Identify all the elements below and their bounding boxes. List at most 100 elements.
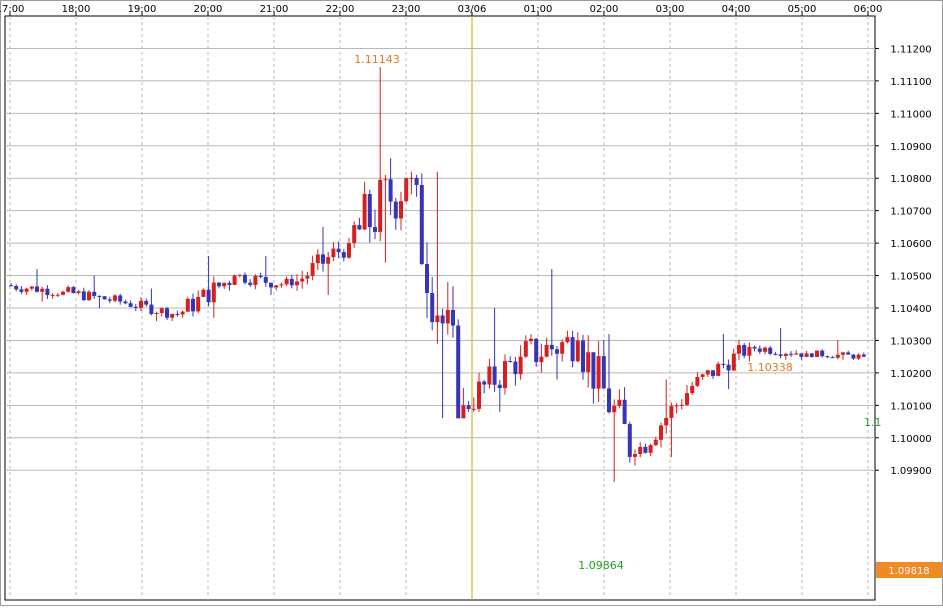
candle-body — [820, 350, 825, 357]
candle-body — [201, 289, 206, 297]
candle-body — [341, 252, 346, 258]
candle-body — [825, 356, 830, 358]
candle-body — [846, 352, 851, 355]
candle-body — [123, 301, 128, 304]
candle-body — [586, 352, 591, 373]
candle-body — [425, 264, 429, 293]
candle-body — [607, 388, 611, 413]
candle-body — [570, 337, 575, 362]
candle-body — [419, 184, 424, 265]
y-tick-label: 1.10300 — [890, 336, 931, 347]
candle-body — [191, 298, 195, 312]
candle-body — [757, 348, 762, 352]
candle-body — [471, 408, 476, 410]
candle-body — [841, 352, 845, 355]
candle-body — [24, 288, 29, 292]
candle-body — [14, 285, 19, 290]
candle-body — [612, 405, 617, 413]
x-tick-label: 03:00 — [656, 4, 685, 15]
candle-body — [456, 325, 461, 419]
y-tick-label: 1.09900 — [890, 466, 931, 477]
x-tick-label: 23:00 — [392, 4, 421, 15]
candle-body — [503, 361, 507, 389]
candle-body — [305, 275, 310, 279]
candle-body — [185, 298, 190, 312]
candle-body — [383, 179, 388, 181]
candle-body — [331, 248, 336, 258]
candle-body — [747, 346, 752, 356]
candle-body — [679, 404, 684, 406]
candle-body — [523, 341, 528, 357]
candle-body — [773, 353, 778, 355]
candle-body — [445, 310, 450, 324]
candle-body — [435, 315, 440, 323]
candle-body — [295, 281, 299, 286]
candle-body — [55, 294, 60, 296]
x-tick-label: 21:00 — [260, 4, 289, 15]
candle-body — [461, 405, 466, 419]
candle-body — [674, 405, 679, 407]
candle-body — [284, 278, 289, 285]
right-partial-annotation: 1.1 — [864, 416, 882, 429]
candle-body — [565, 337, 570, 343]
candle-body — [659, 425, 663, 440]
candle-body — [440, 315, 445, 324]
candle-body — [222, 282, 227, 287]
current-price-label: 1.09818 — [888, 566, 929, 577]
candle-body — [165, 308, 169, 318]
candle-body — [237, 274, 242, 276]
candle-body — [373, 227, 377, 232]
candle-body — [170, 313, 175, 318]
candle-body — [35, 286, 39, 292]
x-tick-label: 03/06 — [458, 4, 487, 15]
candle-body — [721, 363, 726, 365]
candle-body — [617, 399, 622, 406]
candle-body — [726, 364, 731, 371]
candle-body — [685, 393, 689, 405]
candle-body — [81, 291, 86, 301]
candle-body — [518, 356, 523, 375]
candle-body — [133, 306, 138, 308]
candle-body — [695, 376, 700, 386]
candle-body — [638, 446, 643, 454]
candle-body — [352, 225, 357, 244]
candle-body — [742, 345, 747, 356]
x-tick-label: 06:00 — [854, 4, 883, 15]
candle-body — [118, 295, 123, 302]
candle-body — [196, 296, 201, 312]
candle-body — [789, 353, 793, 355]
candle-body — [591, 352, 596, 389]
candle-body — [144, 300, 149, 305]
x-tick-label: 22:00 — [326, 4, 355, 15]
y-tick-label: 1.10700 — [890, 207, 931, 218]
candle-body — [206, 289, 211, 303]
candle-body — [492, 366, 497, 385]
x-tick-label: 04:00 — [722, 4, 751, 15]
candle-body — [804, 353, 809, 357]
candle-body — [809, 353, 814, 358]
candle-body — [482, 381, 487, 385]
candle-body — [544, 344, 549, 357]
candle-body — [466, 405, 471, 410]
y-tick-label: 1.11200 — [890, 44, 931, 55]
candle-body — [768, 347, 773, 354]
candle-body — [815, 350, 819, 358]
candle-body — [669, 405, 674, 418]
y-tick-label: 1.10200 — [890, 369, 931, 380]
candle-body — [9, 285, 13, 287]
candle-body — [362, 193, 367, 230]
candle-body — [45, 288, 50, 296]
candle-body — [139, 300, 143, 308]
y-tick-label: 1.10100 — [890, 401, 931, 412]
x-tick-label: 05:00 — [788, 4, 817, 15]
candle-body — [50, 294, 55, 296]
candle-body — [477, 381, 481, 409]
candle-body — [513, 361, 518, 375]
candle-body — [783, 353, 788, 356]
candle-body — [300, 278, 305, 282]
candle-body — [253, 275, 258, 285]
candle-body — [227, 282, 232, 285]
candle-body — [357, 225, 362, 230]
candle-body — [763, 347, 767, 352]
candle-body — [310, 263, 315, 276]
